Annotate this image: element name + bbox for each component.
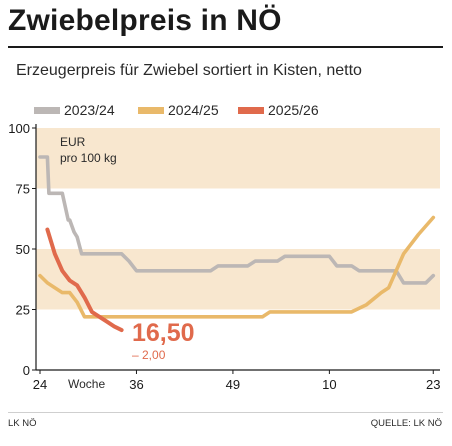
- source-right: QUELLE: LK NÖ: [370, 418, 442, 429]
- source-left: LK NÖ: [8, 418, 37, 429]
- x-tick-label: 10: [322, 377, 336, 392]
- current-price-label: 16,50: [132, 319, 195, 347]
- x-tick-label: 24: [33, 377, 47, 392]
- background-bands: [36, 128, 440, 310]
- legend-swatch: [34, 107, 60, 114]
- legend-label: 2023/24: [64, 102, 115, 118]
- x-tick-label: 49: [226, 377, 240, 392]
- y-tick-label: 50: [16, 242, 30, 257]
- x-tick-label: 23: [426, 377, 440, 392]
- x-tick-label: 36: [129, 377, 143, 392]
- x-axis-label: Woche: [68, 377, 105, 391]
- page-subtitle: Erzeugerpreis für Zwiebel sortiert in Ki…: [16, 62, 362, 79]
- legend-swatch: [238, 107, 264, 114]
- series-lines: [38, 155, 436, 333]
- unit-label-line2: pro 100 kg: [60, 151, 117, 165]
- price-change-label: – 2,00: [132, 348, 166, 362]
- page-title: Zwiebelpreis in NÖ: [8, 4, 282, 37]
- chart-labels: EUR pro 100 kg Woche 16,50 – 2,00: [60, 135, 195, 391]
- unit-label-line1: EUR: [60, 135, 86, 149]
- series-line-2023-24: [38, 155, 436, 285]
- series-line-2024-25: [38, 215, 436, 319]
- band-0: [36, 249, 440, 310]
- legend-label: 2024/25: [168, 102, 219, 118]
- band-1: [36, 128, 440, 189]
- y-tick-label: 0: [23, 363, 30, 378]
- y-tick-label: 100: [8, 121, 30, 136]
- legend: 2023/24 2024/25 2025/26: [34, 102, 319, 118]
- y-tick-label: 75: [16, 182, 30, 197]
- legend-swatch: [138, 107, 164, 114]
- footer-rule: [8, 412, 443, 413]
- title-rule: [8, 46, 443, 48]
- series-line-2025-26: [45, 227, 124, 333]
- legend-label: 2025/26: [268, 102, 319, 118]
- axes: 0 25 50 75 100 24 36 49 10 23: [8, 121, 440, 392]
- y-tick-label: 25: [16, 303, 30, 318]
